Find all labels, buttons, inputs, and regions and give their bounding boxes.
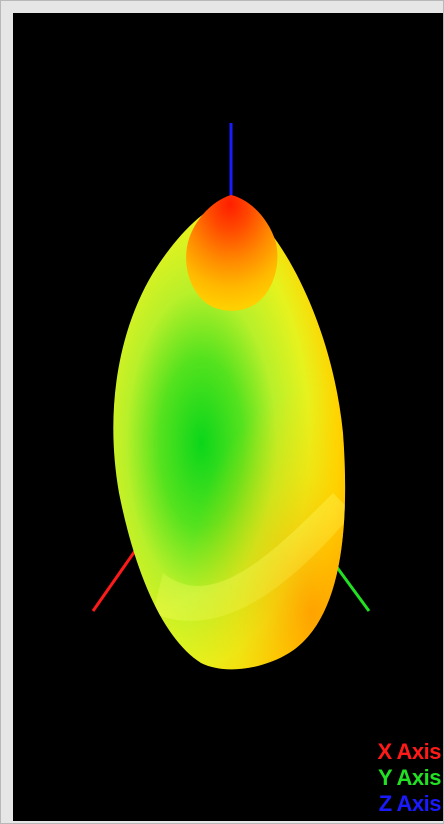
radiation-lobe bbox=[113, 195, 346, 670]
legend-z-axis: Z Axis bbox=[378, 791, 442, 816]
legend-y-axis: Y Axis bbox=[377, 765, 442, 790]
legend-x-axis: X Axis bbox=[377, 739, 442, 764]
axis-legend: X Axis Y Axis Z Axis bbox=[369, 739, 442, 817]
3d-radiation-pattern-viewport[interactable]: X Axis Y Axis Z Axis bbox=[13, 13, 443, 821]
upper-cap bbox=[186, 195, 278, 311]
3d-scene bbox=[91, 123, 371, 670]
